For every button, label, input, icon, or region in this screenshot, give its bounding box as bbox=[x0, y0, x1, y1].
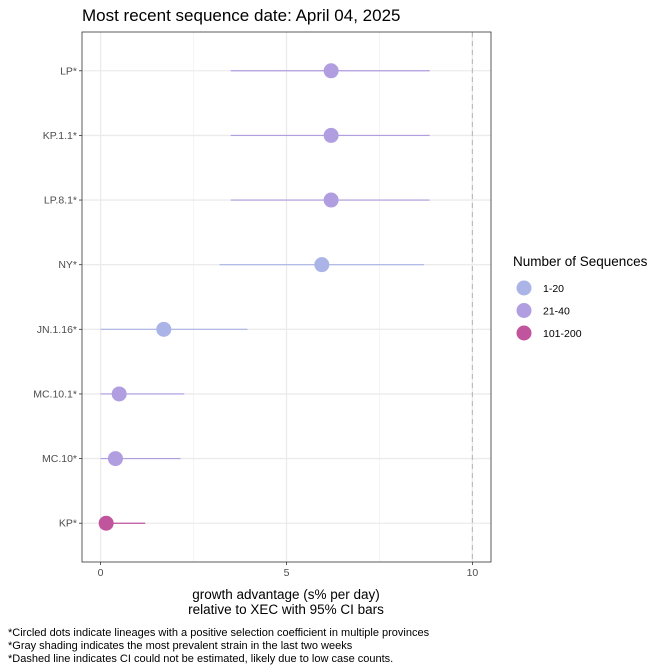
estimate-point bbox=[323, 192, 339, 208]
y-tick-label: MC.10* bbox=[42, 453, 77, 465]
legend: Number of Sequences 1-20 21-40 101-200 bbox=[513, 254, 648, 341]
estimate-point bbox=[98, 515, 114, 531]
legend-key bbox=[516, 325, 532, 341]
x-tick-label: 5 bbox=[284, 567, 290, 579]
legend-key bbox=[516, 280, 532, 296]
estimate-point bbox=[314, 257, 330, 273]
footnote-3: *Dashed line indicates CI could not be e… bbox=[8, 653, 393, 665]
y-axis-tick-labels: LP* KP.1.1* LP.8.1* NY* JN.1.16* MC.10.1* MC.1… bbox=[33, 65, 82, 530]
x-axis-title-line2: relative to XEC with 95% CI bars bbox=[188, 602, 384, 617]
legend-title: Number of Sequences bbox=[513, 254, 648, 269]
footnotes: *Circled dots indicate lineages with a p… bbox=[8, 627, 430, 665]
estimate-point bbox=[156, 321, 172, 337]
legend-label: 101-200 bbox=[543, 328, 582, 340]
estimate-point bbox=[323, 63, 339, 79]
x-tick-label: 10 bbox=[467, 567, 479, 579]
footnote-2: *Gray shading indicates the most prevale… bbox=[8, 640, 353, 652]
estimate-point bbox=[107, 451, 123, 467]
x-tick-label: 0 bbox=[98, 567, 104, 579]
y-tick-label: JN.1.16* bbox=[37, 324, 77, 336]
x-axis-tick-labels: 0 5 10 bbox=[98, 562, 479, 579]
estimate-point bbox=[111, 386, 127, 402]
y-tick-label: MC.10.1* bbox=[33, 388, 77, 400]
footnote-1: *Circled dots indicate lineages with a p… bbox=[8, 627, 430, 639]
legend-label: 21-40 bbox=[543, 306, 570, 318]
legend-label: 1-20 bbox=[543, 283, 564, 295]
legend-key bbox=[516, 303, 532, 318]
y-tick-label: LP.8.1* bbox=[44, 195, 77, 207]
y-tick-label: LP* bbox=[60, 65, 77, 77]
y-tick-label: KP* bbox=[59, 518, 77, 530]
estimate-point bbox=[323, 127, 339, 143]
y-tick-label: KP.1.1* bbox=[43, 130, 77, 142]
plot-panel bbox=[81, 31, 492, 563]
chart-title: Most recent sequence date: April 04, 202… bbox=[82, 6, 400, 25]
data-marks bbox=[98, 63, 430, 531]
x-axis-title-line1: growth advantage (s% per day) bbox=[192, 587, 380, 602]
y-tick-label: NY* bbox=[58, 259, 77, 271]
